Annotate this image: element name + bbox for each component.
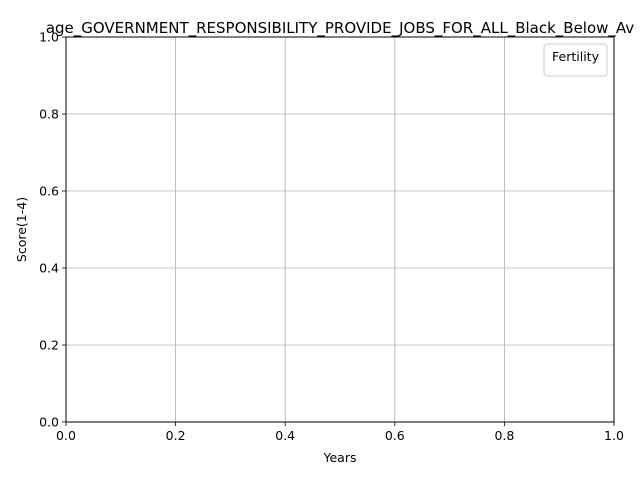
y-tick-label: 0.4: [39, 261, 59, 276]
y-tick-label: 0.8: [39, 107, 59, 122]
x-axis: 0.0 0.2 0.4 0.6 0.8 1.0: [56, 422, 624, 443]
y-tick-label: 0.0: [39, 415, 59, 430]
x-tick-label: 1.0: [604, 428, 624, 443]
legend-box: [543, 43, 608, 77]
plot-frame: [65, 36, 615, 423]
chart-title: age_GOVERNMENT_RESPONSIBILITY_PROVIDE_JO…: [46, 19, 634, 38]
y-tick-label: 1.0: [39, 30, 59, 45]
x-tick-label: 0.2: [166, 428, 186, 443]
x-tick-label: 0.0: [56, 428, 76, 443]
legend: Fertility: [543, 43, 608, 77]
grid: [65, 36, 615, 423]
legend-title: Fertility: [552, 49, 600, 64]
y-tick-label: 0.6: [39, 184, 59, 199]
x-tick-label: 0.4: [275, 428, 295, 443]
x-tick-label: 0.8: [494, 428, 514, 443]
y-tick-label: 0.2: [39, 338, 59, 353]
x-axis-label: Years: [323, 450, 357, 465]
y-axis-label: Score(1-4): [14, 197, 29, 262]
y-axis: 0.0 0.2 0.4 0.6 0.8 1.0: [39, 30, 66, 430]
x-tick-label: 0.6: [385, 428, 405, 443]
